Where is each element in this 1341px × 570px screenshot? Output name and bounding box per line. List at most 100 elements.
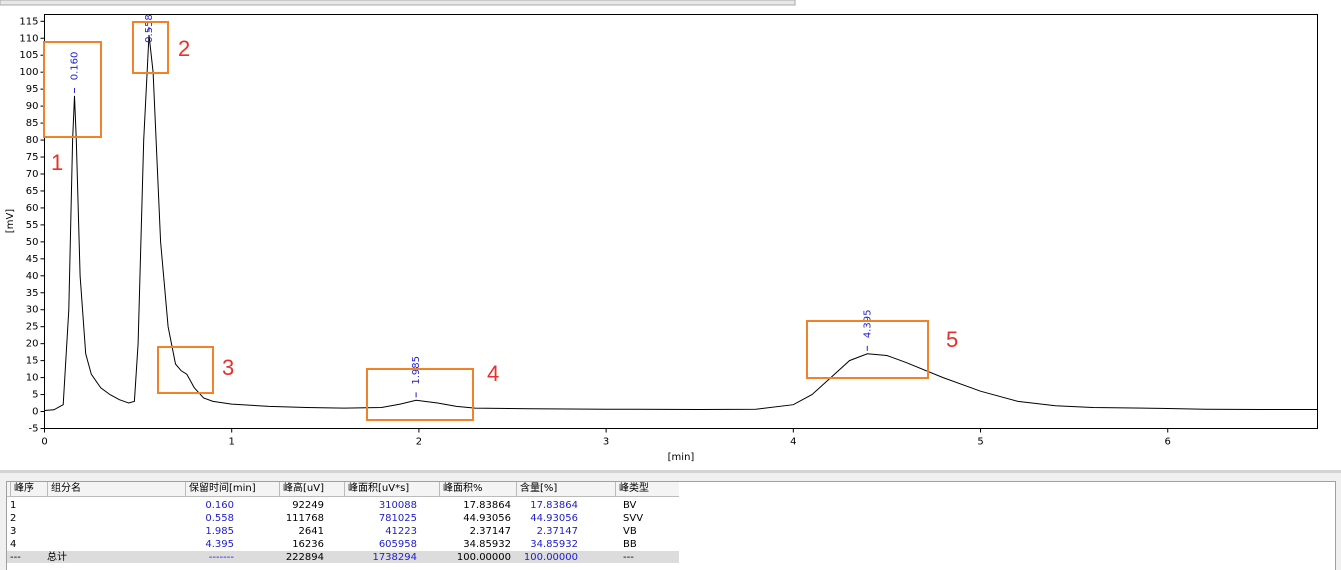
table-cell: 4.395 bbox=[205, 539, 234, 550]
table-cell: BV bbox=[623, 500, 637, 511]
y-tick-label: 65 bbox=[26, 186, 39, 197]
table-cell: 16236 bbox=[292, 539, 324, 550]
table-cell: 111768 bbox=[285, 513, 324, 524]
table-row: 1 0.160 92249 310088 17.83864 17.83864 BV bbox=[7, 499, 679, 512]
trace bbox=[44, 34, 1318, 411]
x-tick-label: 6 bbox=[1165, 437, 1171, 448]
y-tick-label: 95 bbox=[26, 84, 39, 95]
y-tick-label: 75 bbox=[26, 152, 39, 163]
y-tick-label: 40 bbox=[26, 271, 39, 282]
header-cell: 峰高[uV] bbox=[279, 482, 324, 496]
y-tick-label: 70 bbox=[26, 169, 39, 180]
peak-label: 0.160 bbox=[69, 52, 80, 81]
y-tick-label: 100 bbox=[19, 67, 38, 78]
y-tick-label: 90 bbox=[26, 101, 39, 112]
y-tick-label: 5 bbox=[32, 390, 38, 401]
table-cell: 44.93056 bbox=[530, 513, 578, 524]
y-tick-label: 85 bbox=[26, 118, 39, 129]
y-tick-label: 50 bbox=[26, 237, 39, 248]
table-cell: 4 bbox=[10, 539, 17, 550]
table-cell: ------- bbox=[208, 552, 234, 563]
annotation-number: 1 bbox=[51, 150, 64, 175]
annotation-number: 3 bbox=[222, 355, 235, 380]
header-cell: 组分名 bbox=[47, 482, 81, 496]
table-cell: 1.985 bbox=[205, 526, 234, 537]
y-tick-label: 55 bbox=[26, 220, 39, 231]
table-cell: VB bbox=[623, 526, 637, 537]
y-tick-label: 30 bbox=[26, 305, 39, 316]
table-cell: 92249 bbox=[292, 500, 324, 511]
y-tick-label: -5 bbox=[29, 424, 39, 435]
y-tick-label: 115 bbox=[19, 16, 38, 27]
x-axis-label: [min] bbox=[668, 452, 695, 463]
x-tick-label: 3 bbox=[603, 437, 609, 448]
table-cell: --- bbox=[10, 552, 21, 563]
table-cell: 0.160 bbox=[205, 500, 234, 511]
table-cell: 41223 bbox=[385, 526, 417, 537]
annotation-number: 2 bbox=[178, 36, 191, 61]
table-cell: 2 bbox=[10, 513, 17, 524]
table-row: 4 4.395 16236 605958 34.85932 34.85932 BB bbox=[7, 538, 679, 551]
header-cell: 峰面积% bbox=[439, 482, 483, 496]
table-cell: 17.83864 bbox=[463, 500, 511, 511]
y-tick-label: 0 bbox=[32, 407, 38, 418]
y-tick-label: 15 bbox=[26, 356, 39, 367]
x-tick-label: 2 bbox=[416, 437, 422, 448]
x-tick-label: 1 bbox=[229, 437, 235, 448]
highlight-box bbox=[366, 368, 474, 421]
table-row: --- 总计 ------- 222894 1738294 100.00000 100.00… bbox=[7, 551, 679, 563]
table-cell: 44.93056 bbox=[463, 513, 511, 524]
table-cell: 2641 bbox=[298, 526, 324, 537]
table-cell: 605958 bbox=[378, 539, 417, 550]
y-tick-label: 20 bbox=[26, 339, 39, 350]
plot-frame bbox=[44, 14, 1318, 429]
top-toolbar bbox=[0, 0, 796, 6]
y-tick-label: 60 bbox=[26, 203, 39, 214]
chart-background bbox=[0, 0, 1341, 470]
table-cell: 3 bbox=[10, 526, 17, 537]
table-cell: SVV bbox=[623, 513, 644, 524]
y-tick-label: 10 bbox=[26, 373, 39, 384]
table-cell: 34.85932 bbox=[463, 539, 511, 550]
y-tick-label: 80 bbox=[26, 135, 39, 146]
table-row: 2 0.558 111768 781025 44.93056 44.93056 SVV bbox=[7, 512, 679, 525]
highlight-box bbox=[157, 346, 214, 394]
table-cell: 总计 bbox=[47, 552, 67, 563]
y-tick-label: 35 bbox=[26, 288, 39, 299]
chart: [mV] [min] -5051015202530354045505560657… bbox=[0, 0, 1341, 470]
x-tick-label: 4 bbox=[790, 437, 796, 448]
y-tick-label: 25 bbox=[26, 322, 39, 333]
highlight-box bbox=[132, 21, 169, 74]
header-cell: 峰面积[uV*s] bbox=[344, 482, 409, 496]
x-tick-label: 0 bbox=[41, 437, 47, 448]
y-tick-label: 110 bbox=[19, 33, 38, 44]
highlight-box bbox=[806, 320, 929, 379]
annotation-number: 4 bbox=[487, 361, 500, 386]
table-cell: --- bbox=[623, 552, 634, 563]
table-cell: BB bbox=[623, 539, 637, 550]
splitter bbox=[0, 470, 1341, 473]
table-row: 3 1.985 2641 41223 2.37147 2.37147 VB bbox=[7, 525, 679, 538]
table-cell: 781025 bbox=[378, 513, 417, 524]
highlight-box bbox=[43, 41, 102, 138]
table-cell: 2.37147 bbox=[469, 526, 511, 537]
header-cell: 峰序 bbox=[10, 482, 34, 496]
table-cell: 222894 bbox=[285, 552, 324, 563]
table-cell: 100.00000 bbox=[456, 552, 511, 563]
annotation-number: 5 bbox=[946, 327, 959, 352]
table-cell: 1 bbox=[10, 500, 17, 511]
y-axis-label: [mV] bbox=[5, 209, 16, 233]
table-cell: 17.83864 bbox=[530, 500, 578, 511]
header-cell: 峰类型 bbox=[615, 482, 649, 496]
peak-label: 1.985 bbox=[411, 356, 422, 385]
table-cell: 310088 bbox=[378, 500, 417, 511]
table-header: 峰序 组分名 保留时间[min] 峰高[uV] 峰面积[uV*s] 峰面积% 含量[%] 峰类… bbox=[7, 482, 679, 497]
table-cell: 2.37147 bbox=[536, 526, 578, 537]
table-cell: 34.85932 bbox=[530, 539, 578, 550]
table-cell: 0.558 bbox=[205, 513, 234, 524]
header-cell: 含量[%] bbox=[516, 482, 557, 496]
x-tick-label: 5 bbox=[977, 437, 983, 448]
y-tick-label: 45 bbox=[26, 254, 39, 265]
peak-label: 0.558 bbox=[144, 14, 155, 43]
